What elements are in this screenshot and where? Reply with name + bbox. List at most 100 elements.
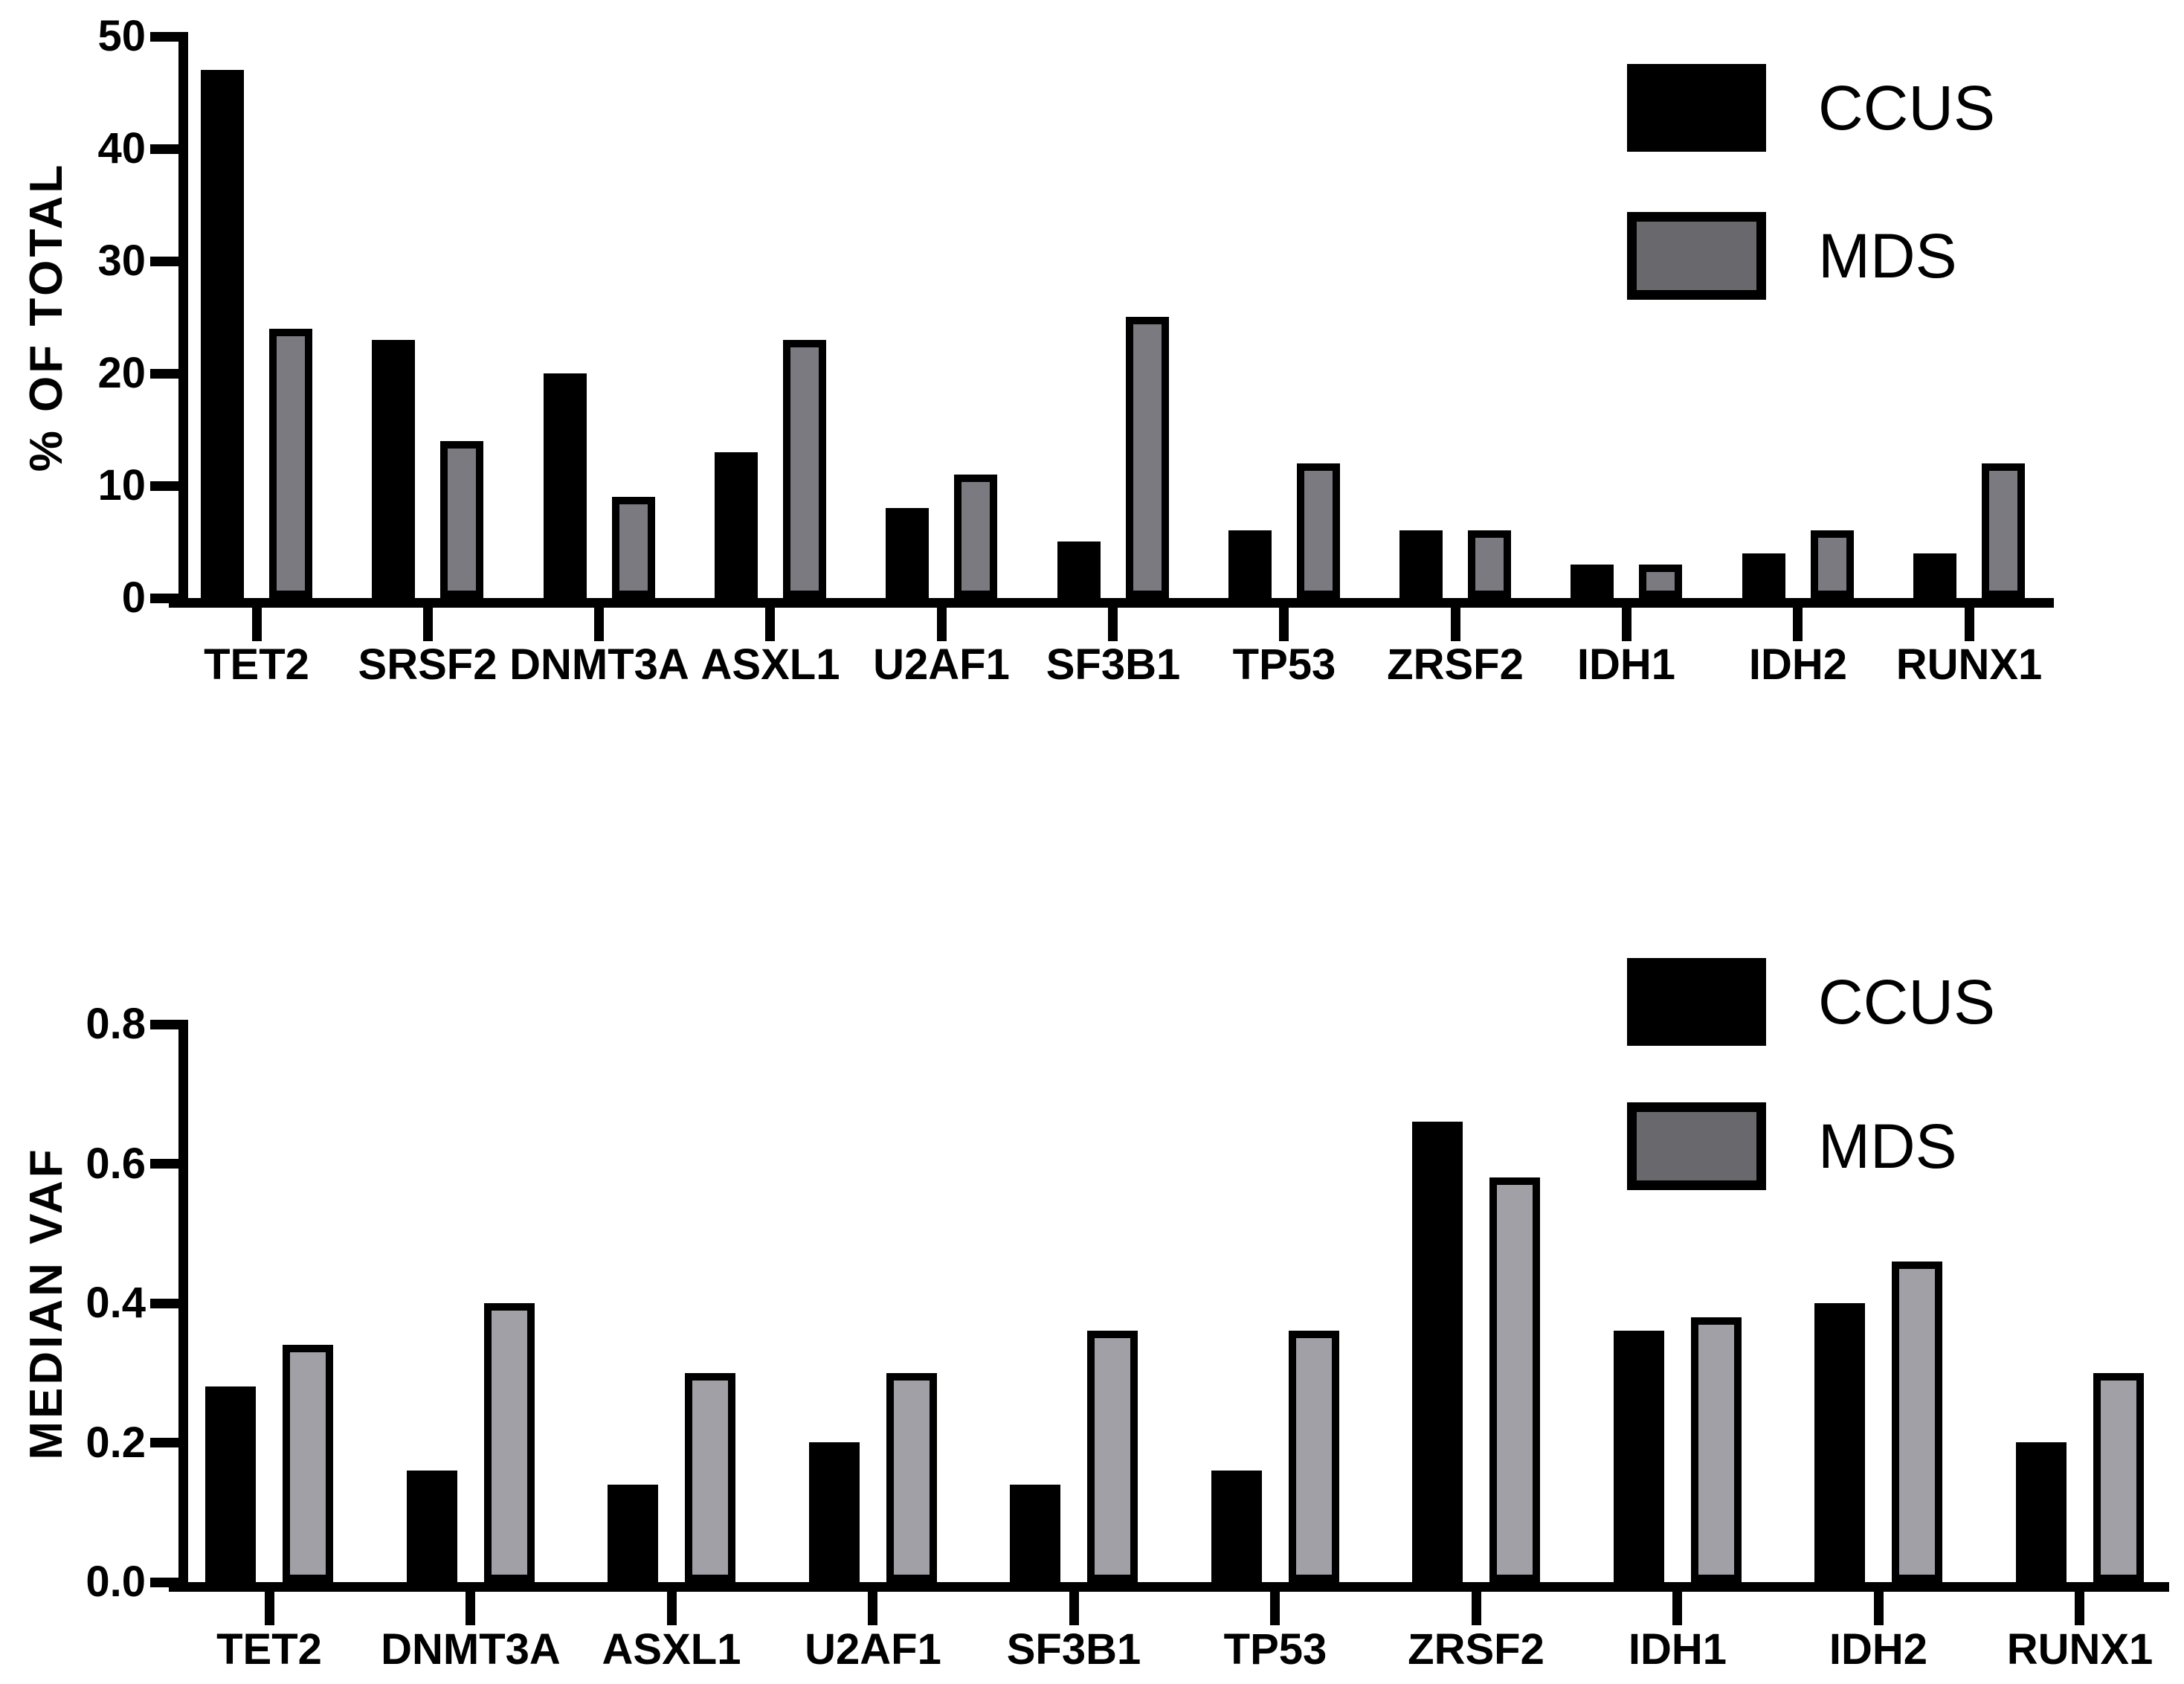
- x-tick: [1965, 608, 1974, 641]
- bar-mds-tet2: [269, 329, 312, 598]
- bar-mds-tet2: [283, 1345, 333, 1582]
- bar-mds-tp53: [1297, 463, 1340, 598]
- bar-mds-zrsf2: [1489, 1177, 1540, 1582]
- legend-swatch-mds: [1627, 1102, 1766, 1190]
- bar-mds-srsf2: [440, 441, 483, 598]
- x-category-label: SRSF2: [358, 640, 497, 689]
- bar-ccus-sf3b1: [1057, 541, 1101, 598]
- y-tick: [150, 1299, 178, 1308]
- legend-label-ccus: CCUS: [1818, 72, 1996, 143]
- bar-ccus-sf3b1: [1010, 1485, 1060, 1582]
- bar-ccus-idh1: [1571, 565, 1614, 598]
- x-tick: [594, 608, 604, 641]
- bar-mds-idh2: [1892, 1262, 1942, 1582]
- bar-ccus-srsf2: [372, 340, 415, 598]
- y-tick: [150, 369, 178, 379]
- x-category-label: IDH1: [1628, 1625, 1727, 1674]
- bar-ccus-zrsf2: [1399, 530, 1443, 598]
- bar-ccus-asxl1: [715, 452, 758, 598]
- legend-swatch-mds: [1627, 212, 1766, 300]
- bar-mds-idh2: [1811, 530, 1854, 598]
- x-axis-line: [169, 598, 2054, 608]
- y-axis-line: [178, 32, 188, 608]
- y-tick: [150, 144, 178, 154]
- bar-mds-sf3b1: [1126, 317, 1169, 598]
- x-category-label: SF3B1: [1046, 640, 1181, 689]
- bar-ccus-idh2: [1742, 553, 1785, 598]
- y-tick: [150, 32, 178, 42]
- y-tick: [150, 257, 178, 266]
- y-tick: [150, 1159, 178, 1169]
- bar-ccus-idh1: [1614, 1331, 1664, 1582]
- bar-ccus-tet2: [205, 1386, 256, 1582]
- y-tick: [150, 481, 178, 491]
- x-tick: [265, 1592, 274, 1625]
- x-tick: [1108, 608, 1118, 641]
- x-tick: [765, 608, 775, 641]
- x-category-label: SF3B1: [1006, 1625, 1141, 1674]
- x-category-label: ASXL1: [602, 1625, 741, 1674]
- y-tick-label: 0.4: [86, 1279, 146, 1327]
- bar-ccus-asxl1: [608, 1485, 658, 1582]
- bar-ccus-runx1: [1913, 553, 1956, 598]
- bar-mds-idh1: [1639, 565, 1682, 598]
- bar-ccus-dnmt3a: [544, 373, 587, 598]
- x-tick: [1622, 608, 1631, 641]
- y-tick: [150, 1438, 178, 1447]
- x-category-label: DNMT3A: [381, 1625, 561, 1674]
- bar-ccus-idh2: [1814, 1303, 1865, 1582]
- y-tick: [150, 1578, 178, 1587]
- x-category-label: TP53: [1232, 640, 1336, 689]
- x-tick: [1874, 1592, 1884, 1625]
- bar-ccus-runx1: [2016, 1442, 2067, 1582]
- bar-ccus-tp53: [1228, 530, 1272, 598]
- legend-swatch-ccus: [1627, 64, 1766, 152]
- bar-ccus-tet2: [201, 70, 244, 598]
- x-category-label: U2AF1: [873, 640, 1010, 689]
- bar-ccus-u2af1: [886, 508, 929, 598]
- x-category-label: TET2: [216, 1625, 322, 1674]
- bar-mds-dnmt3a: [484, 1303, 535, 1582]
- bar-mds-zrsf2: [1468, 530, 1511, 598]
- x-category-label: ZRSF2: [1408, 1625, 1544, 1674]
- y-tick: [150, 594, 178, 603]
- x-tick: [1472, 1592, 1481, 1625]
- x-tick: [423, 608, 433, 641]
- y-tick-label: 20: [97, 349, 146, 397]
- x-tick: [868, 1592, 877, 1625]
- x-tick: [1270, 1592, 1280, 1625]
- x-tick: [2075, 1592, 2084, 1625]
- y-tick-label: 50: [97, 12, 146, 60]
- y-tick-label: 0: [121, 573, 146, 622]
- x-category-label: IDH1: [1576, 640, 1676, 689]
- bar-mds-asxl1: [685, 1373, 735, 1582]
- x-category-label: IDH2: [1829, 1625, 1928, 1674]
- x-category-label: TP53: [1223, 1625, 1327, 1674]
- x-category-label: U2AF1: [805, 1625, 941, 1674]
- bar-mds-runx1: [2093, 1373, 2144, 1582]
- x-category-label: RUNX1: [1895, 640, 2043, 689]
- bar-mds-asxl1: [783, 340, 826, 598]
- bar-ccus-u2af1: [809, 1442, 860, 1582]
- x-category-label: ASXL1: [700, 640, 840, 689]
- x-tick: [1672, 1592, 1682, 1625]
- x-tick: [1279, 608, 1289, 641]
- x-tick: [667, 1592, 677, 1625]
- x-category-label: IDH2: [1748, 640, 1848, 689]
- legend-label-mds: MDS: [1818, 1111, 1957, 1181]
- x-tick: [1793, 608, 1803, 641]
- x-axis-line: [169, 1582, 2169, 1592]
- bar-mds-runx1: [1982, 463, 2025, 598]
- bar-ccus-tp53: [1211, 1471, 1262, 1582]
- y-tick-label: 30: [97, 237, 146, 285]
- legend-label-mds: MDS: [1818, 220, 1957, 291]
- y-tick-label: 10: [97, 461, 146, 510]
- y-axis-line: [178, 1020, 188, 1592]
- bar-mds-tp53: [1289, 1331, 1339, 1582]
- legend-swatch-ccus: [1627, 958, 1766, 1046]
- bar-ccus-dnmt3a: [407, 1471, 457, 1582]
- y-tick-label: 0.6: [86, 1140, 146, 1188]
- x-category-label: ZRSF2: [1387, 640, 1524, 689]
